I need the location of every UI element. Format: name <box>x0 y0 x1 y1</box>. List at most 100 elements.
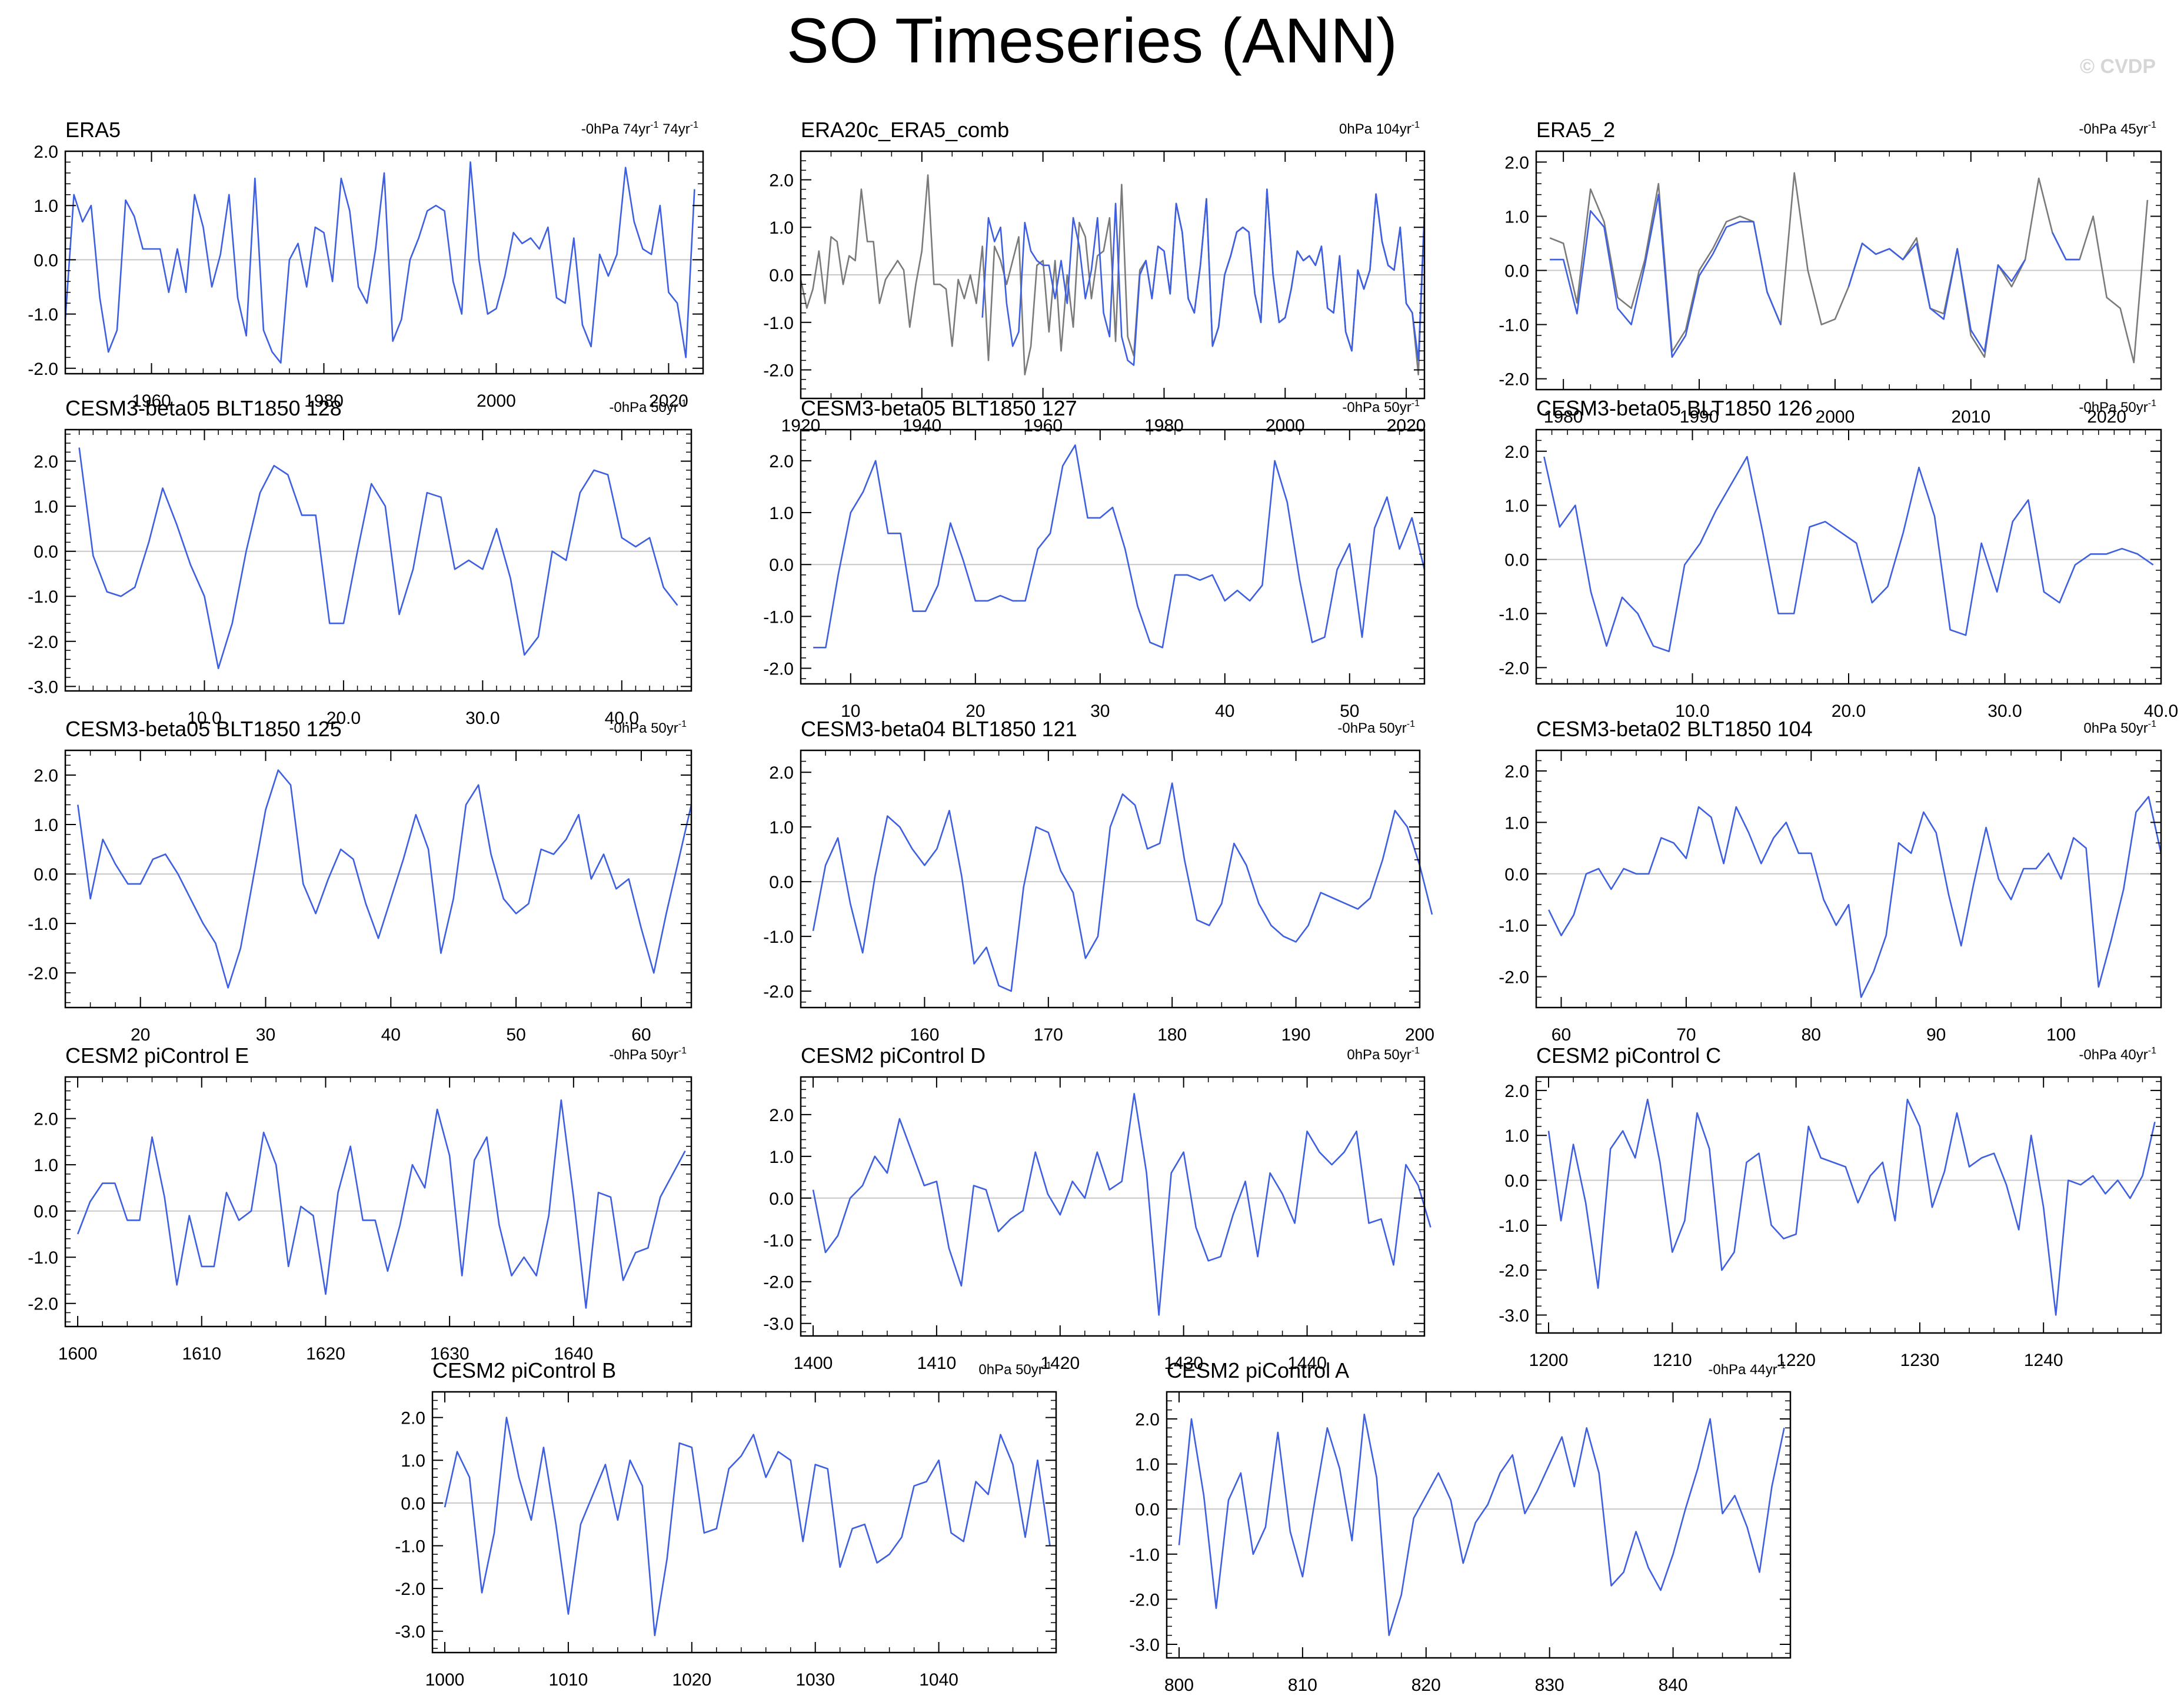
plot-frame <box>64 428 693 692</box>
y-tick-label: 2.0 <box>34 766 58 786</box>
y-tick-label: -3.0 <box>395 1623 425 1642</box>
x-tick-label: 1600 <box>58 1344 98 1364</box>
panel-info: 0hPa 50yr-1 <box>1347 1046 1420 1063</box>
y-tick-label: -2.0 <box>763 1273 794 1292</box>
x-tick-label: 50 <box>1340 702 1359 721</box>
plot-frame <box>1535 749 2162 1009</box>
y-tick-label: 1.0 <box>1504 207 1529 227</box>
panel-7: 20 30 40 50 60 -2.0 -1.0 0.0 1.0 2.0 CESM3-beta05 … <box>28 717 693 1045</box>
y-tick-label: -3.0 <box>1129 1635 1160 1655</box>
y-tick-label: 0.0 <box>34 543 58 562</box>
series-line <box>981 188 1426 366</box>
x-tick-label: 40 <box>381 1025 401 1045</box>
x-tick-label: 1990 <box>1680 407 1719 427</box>
x-tick-label: 1200 <box>1529 1351 1569 1370</box>
y-tick-label: -2.0 <box>28 633 58 652</box>
y-tick-label: 2.0 <box>34 1110 58 1129</box>
y-tick-label: 0.0 <box>401 1494 425 1514</box>
series-line <box>76 1099 686 1309</box>
series-line <box>77 769 693 989</box>
y-tick-label: -2.0 <box>395 1580 425 1599</box>
x-tick-label: 1020 <box>672 1670 711 1690</box>
y-tick-label: 1.0 <box>401 1451 425 1471</box>
series-line <box>1550 194 2080 358</box>
y-tick-label: 0.0 <box>34 1202 58 1222</box>
y-tick-label: 1.0 <box>34 816 58 835</box>
y-tick-label: -2.0 <box>763 982 794 1002</box>
x-tick-label: 2020 <box>649 391 688 411</box>
x-tick-label: 20.0 <box>1832 702 1866 721</box>
x-tick-label: 40 <box>1215 702 1234 721</box>
y-tick-label: -1.0 <box>1499 916 1529 936</box>
panel-info: -0hPa 50yr-1 <box>1342 398 1420 415</box>
x-tick-label: 10.0 <box>1675 702 1709 721</box>
plot-frame <box>1535 1076 2162 1334</box>
y-tick-label: -3.0 <box>28 677 58 697</box>
panel-4: 10.0 20.0 30.0 40.0 -3.0 -2.0 -1.0 0.0 1.0 2.0 CES… <box>28 396 693 728</box>
y-tick-label: -1.0 <box>28 587 58 607</box>
y-tick-label: -2.0 <box>1499 659 1529 678</box>
x-tick-label: 1960 <box>1023 416 1063 436</box>
x-tick-label: 1610 <box>182 1344 221 1364</box>
x-tick-label: 810 <box>1288 1676 1317 1695</box>
panel-info: -0hPa 45yr-1 <box>2079 120 2156 137</box>
panel-info: -0hPa 50yr-1 <box>1337 719 1415 736</box>
x-tick-label: 10.0 <box>187 709 221 728</box>
panel-11: 1400 1410 1420 1430 1440 -3.0 -2.0 -1.0 0.0 1.0 2.… <box>763 1043 1431 1373</box>
y-tick-label: 2.0 <box>1135 1410 1160 1430</box>
series-line <box>1178 1414 1785 1636</box>
y-tick-label: 0.0 <box>769 556 794 575</box>
x-tick-label: 170 <box>1034 1025 1063 1045</box>
y-tick-label: 1.0 <box>34 197 58 216</box>
x-tick-label: 800 <box>1164 1676 1194 1695</box>
x-tick-label: 30.0 <box>465 709 500 728</box>
panel-title: CESM3-beta05 BLT1850 127 <box>801 396 1077 420</box>
y-tick-label: 2.0 <box>34 453 58 472</box>
y-tick-label: 1.0 <box>1135 1455 1160 1475</box>
y-tick-label: 2.0 <box>769 452 794 471</box>
x-tick-label: 190 <box>1281 1025 1311 1045</box>
y-tick-label: 2.0 <box>1504 1082 1529 1101</box>
y-tick-label: -1.0 <box>763 314 794 333</box>
x-tick-label: 1430 <box>1164 1354 1203 1373</box>
y-tick-label: -1.0 <box>1499 316 1529 335</box>
x-tick-label: 1230 <box>1900 1351 1940 1370</box>
panel-title: CESM2 piControl E <box>65 1043 249 1068</box>
x-tick-label: 830 <box>1535 1676 1564 1695</box>
y-tick-label: 0.0 <box>1135 1500 1160 1520</box>
y-tick-label: 1.0 <box>34 497 58 517</box>
y-tick-label: 0.0 <box>1504 551 1529 570</box>
panel-6: 10.0 20.0 30.0 40.0 -2.0 -1.0 0.0 1.0 2.0 CESM3-b… <box>1499 396 2178 721</box>
y-tick-label: 1.0 <box>769 504 794 523</box>
panel-title: CESM3-beta05 BLT1850 125 <box>65 717 342 741</box>
y-tick-label: 0.0 <box>769 1189 794 1209</box>
series-line <box>444 1417 1051 1637</box>
y-tick-label: -1.0 <box>1499 605 1529 624</box>
panel-info: -0hPa 74yr-1 74yr-1 <box>581 120 698 137</box>
series-line <box>64 161 695 364</box>
x-tick-label: 820 <box>1411 1676 1441 1695</box>
x-tick-label: 1630 <box>430 1344 470 1364</box>
y-tick-label: 0.0 <box>1504 1172 1529 1191</box>
x-tick-label: 40.0 <box>2144 702 2178 721</box>
panel-title: ERA20c_ERA5_comb <box>801 118 1009 142</box>
y-tick-label: 1.0 <box>769 1148 794 1167</box>
y-tick-label: 1.0 <box>769 818 794 837</box>
y-tick-label: 2.0 <box>769 171 794 190</box>
x-tick-label: 40.0 <box>605 709 639 728</box>
x-tick-label: 60 <box>1552 1025 1571 1045</box>
x-tick-label: 70 <box>1676 1025 1696 1045</box>
x-tick-label: 20.0 <box>327 709 361 728</box>
panel-10: 1600 1610 1620 1630 1640 -2.0 -1.0 0.0 1.0 2.0 CES… <box>28 1043 693 1364</box>
x-tick-label: 1210 <box>1653 1351 1692 1370</box>
y-tick-label: 2.0 <box>769 1106 794 1125</box>
panel-3: 1980 1990 2000 2010 2020 -2.0 -1.0 0.0 1.0 2.0 ERA… <box>1499 118 2162 427</box>
x-tick-label: 2000 <box>1816 407 1855 427</box>
plot-frame <box>800 1076 1426 1337</box>
x-tick-label: 1220 <box>1776 1351 1816 1370</box>
panel-14: 800 810 820 830 840 -3.0 -2.0 -1.0 0.0 1.0 2.0 CESM… <box>1129 1358 1792 1695</box>
y-tick-label: -1.0 <box>763 607 794 627</box>
y-tick-label: 2.0 <box>401 1409 425 1428</box>
series-line <box>1548 796 2162 998</box>
x-tick-label: 1000 <box>425 1670 465 1690</box>
